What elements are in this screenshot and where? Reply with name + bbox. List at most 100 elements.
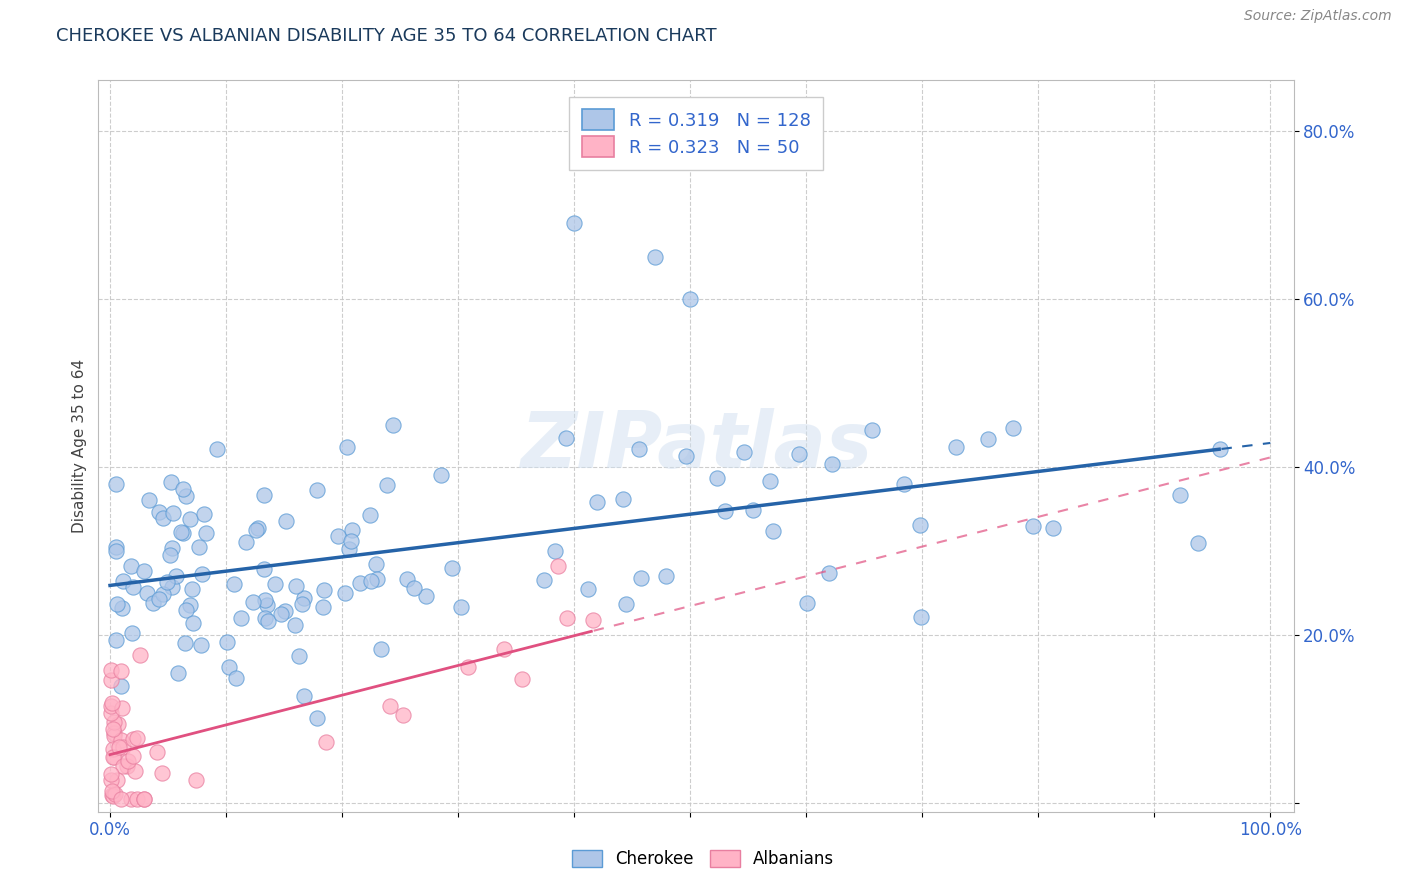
Point (644, 250, 666, 264)
Point (132, 564, 155, 578)
Point (110, 733, 132, 747)
Point (138, 493, 160, 508)
Point (544, 543, 567, 558)
Point (977, 432, 1000, 446)
Point (555, 431, 578, 445)
Point (235, 534, 257, 549)
Point (380, 698, 402, 713)
Point (103, 726, 125, 740)
Point (328, 528, 350, 542)
Point (215, 634, 238, 648)
Legend: R = 0.319   N = 128, R = 0.323   N = 50: R = 0.319 N = 128, R = 0.323 N = 50 (569, 96, 823, 170)
Point (180, 582, 202, 597)
Point (100, 663, 122, 677)
Point (170, 525, 193, 540)
Point (117, 754, 139, 768)
Point (291, 597, 314, 611)
Point (172, 483, 194, 497)
Point (104, 541, 127, 555)
Point (392, 708, 415, 723)
Point (1168, 488, 1191, 502)
Point (103, 788, 125, 802)
Point (614, 598, 637, 612)
Point (160, 541, 183, 556)
Point (152, 511, 174, 525)
Point (207, 442, 229, 457)
Point (103, 742, 125, 756)
Point (581, 613, 603, 627)
Point (860, 423, 883, 437)
Point (340, 523, 363, 537)
Point (311, 599, 333, 614)
Point (284, 579, 307, 593)
Point (111, 758, 134, 772)
Point (183, 615, 205, 630)
Point (264, 577, 287, 591)
Point (124, 764, 146, 778)
Point (122, 580, 145, 594)
Point (105, 597, 128, 611)
Point (945, 440, 967, 454)
Point (222, 577, 245, 591)
Point (366, 572, 388, 586)
Point (1209, 442, 1232, 456)
Text: CHEROKEE VS ALBANIAN DISABILITY AGE 35 TO 64 CORRELATION CHART: CHEROKEE VS ALBANIAN DISABILITY AGE 35 T… (56, 27, 717, 45)
Point (910, 610, 932, 624)
Point (132, 792, 155, 806)
Point (229, 610, 252, 624)
Text: Source: ZipAtlas.com: Source: ZipAtlas.com (1244, 9, 1392, 23)
Point (283, 617, 305, 632)
Point (759, 474, 782, 488)
Point (160, 580, 183, 594)
Point (148, 505, 170, 519)
Point (101, 723, 124, 737)
Point (457, 659, 479, 673)
Point (395, 572, 418, 586)
Point (1002, 420, 1025, 434)
Point (359, 508, 381, 522)
Point (179, 598, 201, 612)
Point (492, 642, 515, 657)
Point (274, 604, 297, 618)
Point (104, 633, 127, 648)
Point (256, 614, 278, 628)
Point (100, 767, 122, 781)
Point (675, 449, 697, 463)
Point (402, 581, 425, 595)
Point (142, 596, 165, 610)
Point (101, 789, 124, 804)
Point (762, 524, 785, 538)
Point (112, 574, 135, 589)
Point (533, 573, 555, 587)
Point (152, 587, 174, 601)
Point (908, 518, 931, 533)
Point (218, 660, 240, 674)
Point (156, 575, 179, 590)
Point (103, 750, 125, 764)
Point (103, 715, 125, 730)
Point (135, 586, 157, 600)
Point (630, 570, 652, 584)
Point (159, 548, 181, 562)
Point (128, 648, 150, 662)
Point (105, 772, 128, 787)
Point (100, 773, 122, 788)
Point (270, 607, 292, 622)
Point (127, 792, 149, 806)
Point (679, 292, 702, 306)
Point (242, 594, 264, 608)
Point (162, 507, 184, 521)
Point (191, 566, 214, 581)
Point (307, 711, 329, 725)
Point (112, 739, 135, 754)
Legend: Cherokee, Albanians: Cherokee, Albanians (565, 843, 841, 875)
Point (733, 445, 755, 459)
Point (510, 672, 533, 686)
Point (245, 524, 267, 538)
Point (174, 489, 197, 503)
Point (821, 457, 844, 471)
Point (187, 540, 209, 554)
Point (706, 471, 728, 485)
Point (100, 706, 122, 720)
Point (315, 735, 337, 749)
